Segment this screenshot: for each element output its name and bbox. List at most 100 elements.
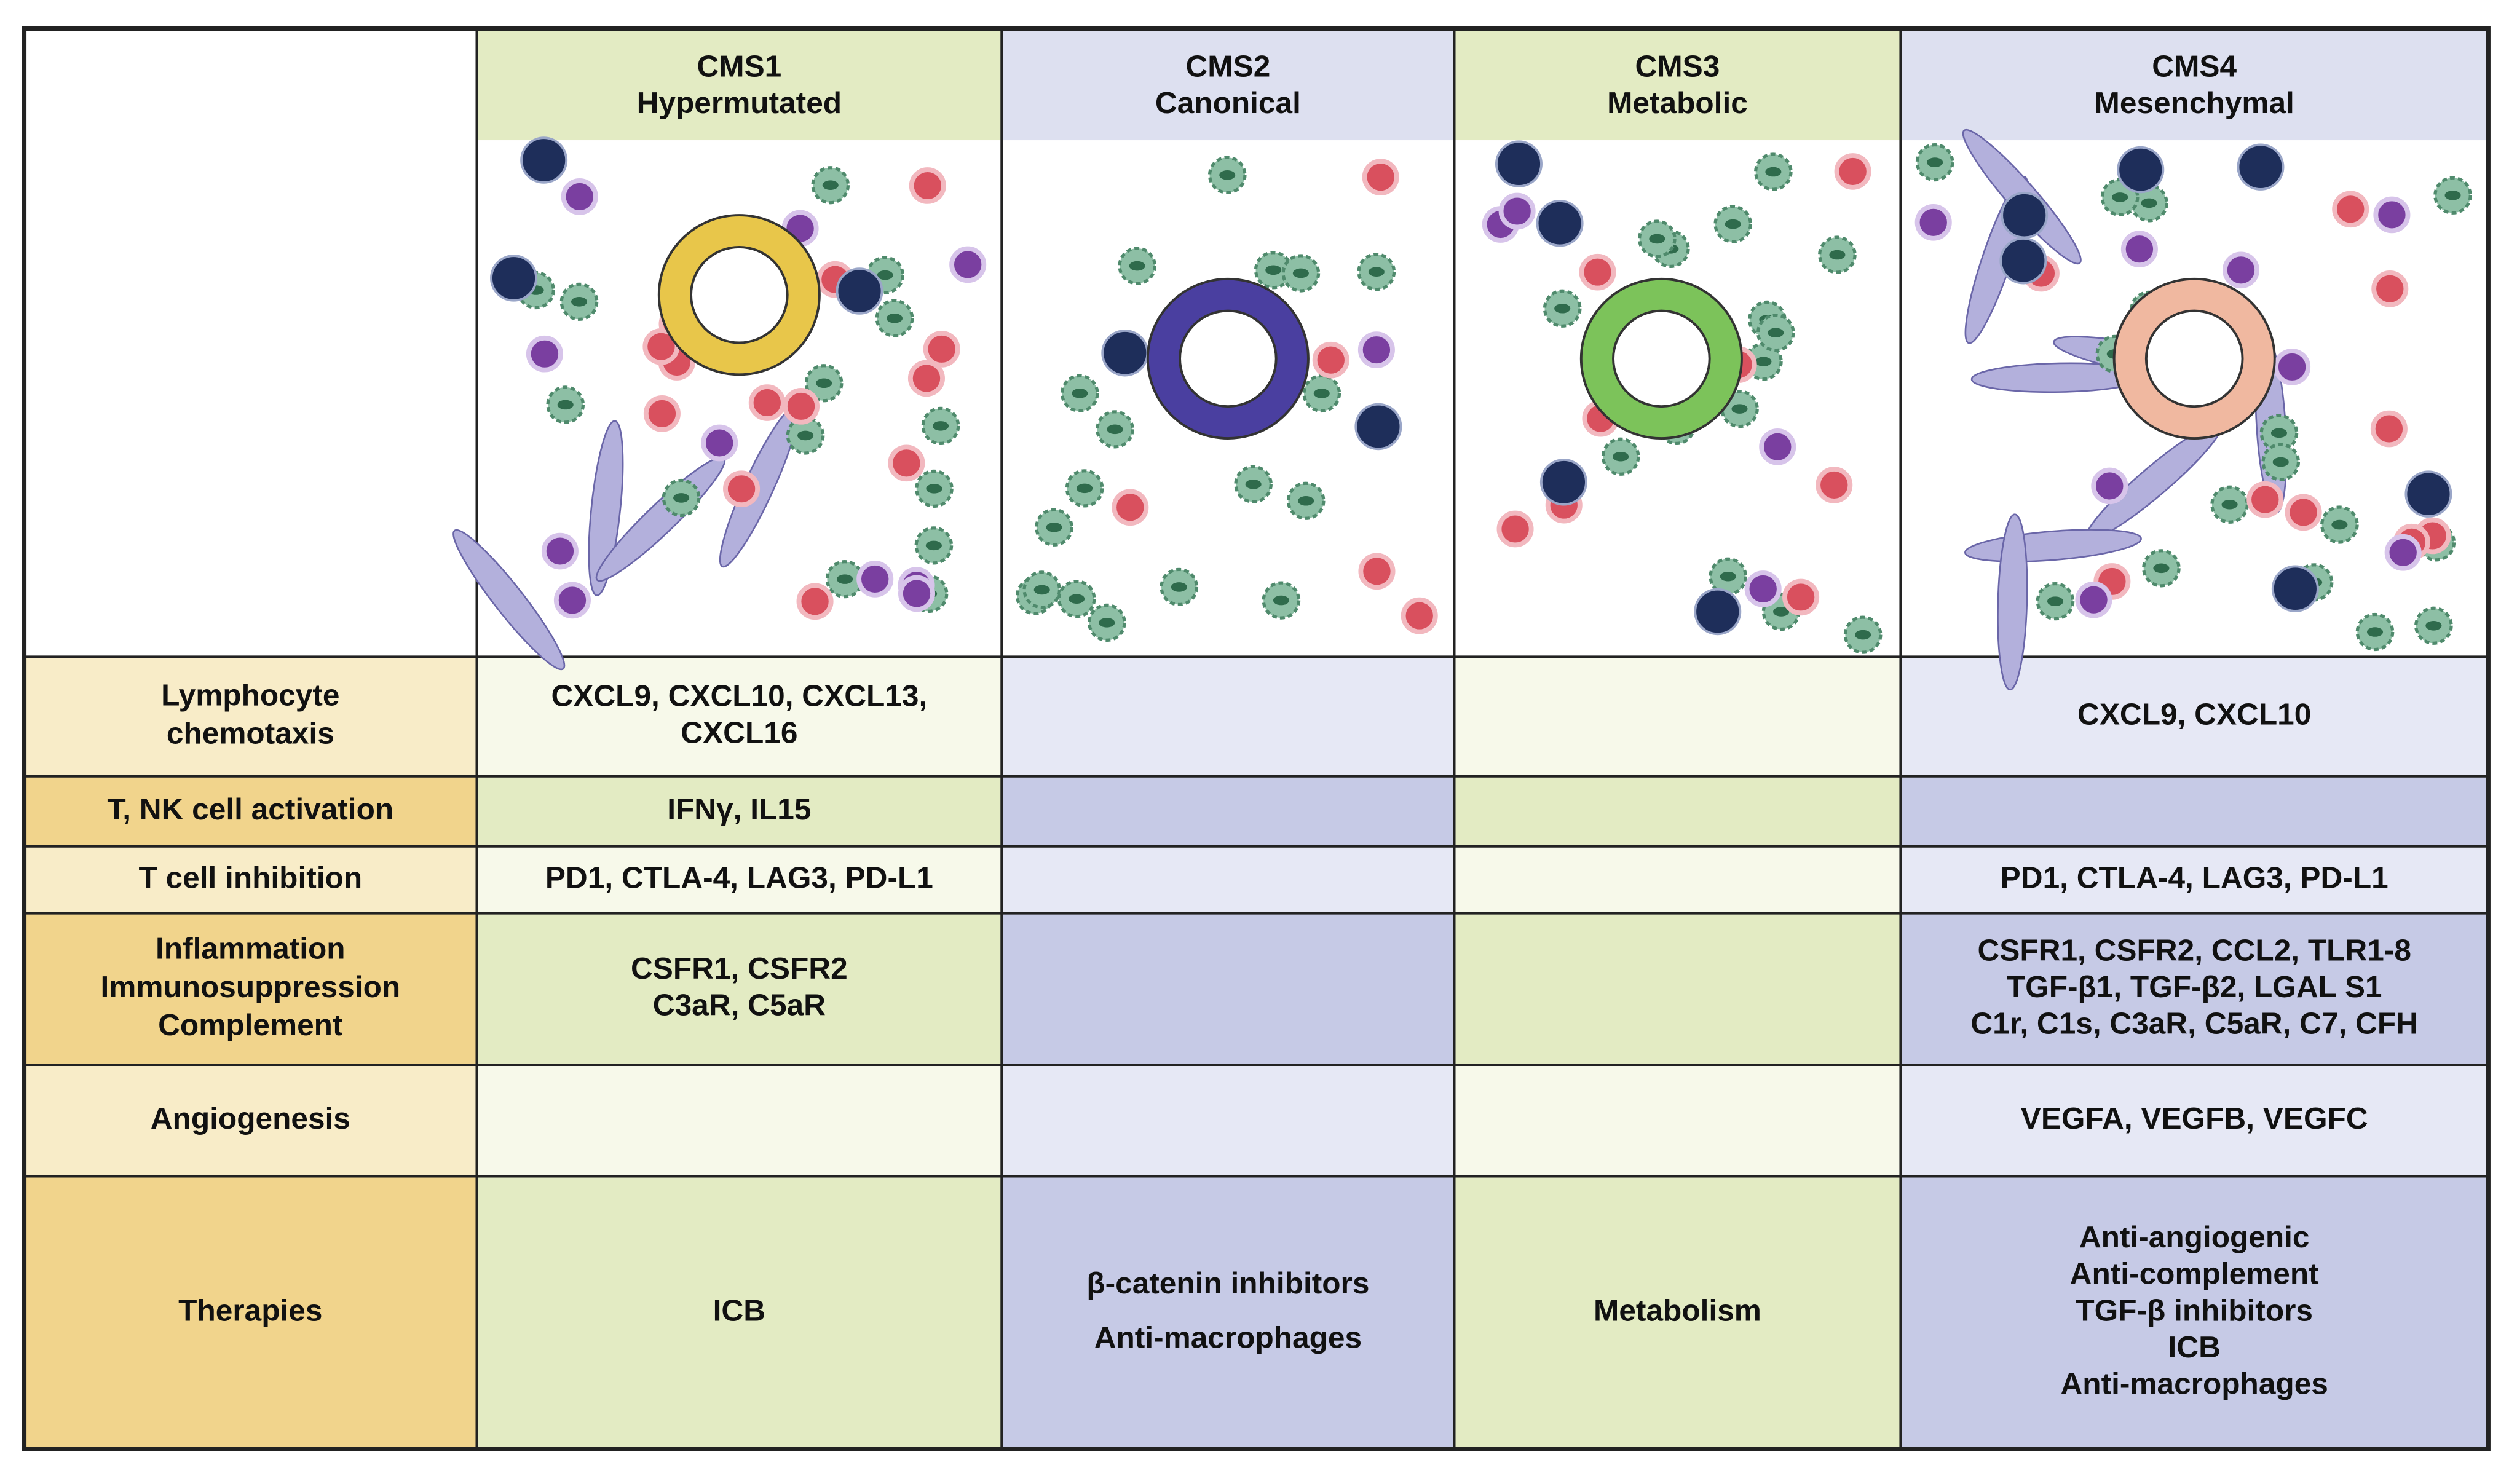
column-subtitle: Mesenchymal: [2095, 86, 2294, 120]
lymphocyte: [1498, 192, 1536, 230]
row-label-cell: [24, 913, 477, 1065]
illustration: [1482, 140, 1883, 654]
macrophage-nucleus: [2047, 596, 2064, 606]
red-cell: [748, 384, 786, 421]
dendritic-cell: [1694, 588, 1742, 636]
table-cell: [1002, 1176, 1455, 1449]
macrophage-nucleus: [1107, 424, 1123, 435]
macrophage-nucleus: [1755, 357, 1772, 366]
dendritic-cell: [1539, 459, 1587, 506]
macrophage-nucleus: [1649, 234, 1665, 244]
column-subtitle: Metabolic: [1607, 86, 1748, 120]
crypt: [1581, 278, 1742, 439]
red-cell: [1782, 578, 1820, 616]
macrophage-nucleus: [877, 270, 893, 280]
row-label: Complement: [158, 1008, 342, 1042]
macrophage-nucleus: [1368, 267, 1385, 277]
table-cell: [1900, 1065, 2489, 1177]
macrophage-nucleus: [1046, 523, 1062, 532]
row-label: Therapies: [178, 1293, 322, 1327]
red-cell: [2246, 481, 2284, 518]
table-cell: [476, 776, 1002, 847]
macrophage-nucleus: [1099, 618, 1115, 628]
red-cell: [1358, 553, 1396, 590]
cell-text: CXCL16: [681, 716, 797, 750]
lymphocyte: [701, 424, 738, 462]
macrophage-nucleus: [1927, 157, 1943, 167]
dendritic-cell: [2237, 143, 2285, 191]
macrophage-nucleus: [2425, 621, 2442, 631]
lymphocyte: [2373, 196, 2411, 234]
macrophage-nucleus: [1072, 389, 1088, 398]
cell-text: CSFR1, CSFR2, CCL2, TLR1-8: [1977, 933, 2411, 967]
red-cell: [796, 583, 834, 620]
row-label: Angiogenesis: [151, 1102, 350, 1135]
cell-text: CSFR1, CSFR2: [631, 952, 848, 985]
lymphocyte: [1914, 204, 1952, 241]
lymphocyte: [2222, 251, 2260, 289]
table-cell: [1454, 657, 1901, 776]
table-cell: [476, 846, 1002, 914]
fibroblast: [1997, 513, 2028, 691]
macrophage-nucleus: [1033, 585, 1050, 595]
macrophage-nucleus: [2444, 191, 2461, 200]
macrophage-nucleus: [1613, 451, 1629, 462]
macrophage-nucleus: [557, 400, 574, 410]
cell-text: IFNγ, IL15: [667, 792, 811, 826]
row-label: T, NK cell activation: [107, 792, 393, 826]
macrophage-nucleus: [816, 378, 832, 389]
crypt-edge: [1146, 277, 1310, 440]
illustration: [452, 136, 987, 671]
cell-text: TGF-β1, TGF-β2, LGAL S1: [2007, 970, 2382, 1004]
crypt: [658, 215, 820, 375]
cell-text: C1r, C1s, C3aR, C5aR, C7, CFH: [1970, 1007, 2418, 1041]
crypt: [2114, 278, 2275, 439]
red-cell: [643, 395, 681, 432]
illustration: [1914, 128, 2472, 691]
macrophage-nucleus: [1069, 594, 1085, 604]
lymphocyte: [541, 532, 579, 570]
cell-text: PD1, CTLA-4, LAG3, PD-L1: [2001, 861, 2389, 894]
macrophage-nucleus: [1554, 303, 1571, 314]
macrophage-nucleus: [2366, 627, 2384, 637]
macrophage-nucleus: [1855, 630, 1871, 640]
row-label: T cell inhibition: [138, 861, 362, 894]
lymphocyte: [1744, 570, 1782, 607]
crypt-lumen: [1179, 309, 1278, 408]
table-cell: [1002, 1065, 1455, 1177]
macrophage-nucleus: [1265, 265, 1282, 275]
row-label: chemotaxis: [167, 717, 334, 751]
cell-text: β-catenin inhibitors: [1086, 1266, 1369, 1300]
macrophage-nucleus: [926, 484, 942, 494]
table-cell: [1454, 776, 1901, 847]
macrophage-nucleus: [2331, 519, 2348, 530]
red-cell: [1834, 153, 1871, 190]
row-label-cell: [24, 1065, 477, 1177]
macrophage-nucleus: [1077, 483, 1093, 494]
table-cell: [1002, 776, 1455, 847]
table-cell: [476, 913, 1002, 1065]
table-cell: [1900, 846, 2489, 914]
cell-text: CXCL9, CXCL10: [2077, 698, 2311, 732]
column-name: CMS1: [697, 50, 781, 84]
lymphocyte: [2274, 349, 2311, 385]
red-cell: [2285, 494, 2322, 531]
macrophage-nucleus: [1129, 261, 1145, 271]
column-name: CMS3: [1635, 50, 1720, 84]
red-cell: [1112, 489, 1149, 526]
red-cell: [783, 388, 820, 425]
macrophage-nucleus: [837, 574, 853, 584]
red-cell: [1816, 467, 1853, 503]
table-cell: [1454, 1176, 1901, 1449]
macrophage-nucleus: [1273, 595, 1289, 606]
column-subtitle: Canonical: [1155, 86, 1301, 120]
header-cell: [1454, 28, 1901, 141]
lymphocyte: [1759, 428, 1796, 465]
red-cell: [723, 470, 761, 508]
macrophage-nucleus: [2112, 192, 2128, 202]
red-cell: [909, 167, 946, 204]
macrophage-nucleus: [1298, 495, 1314, 506]
table-cell: [476, 1065, 1002, 1177]
